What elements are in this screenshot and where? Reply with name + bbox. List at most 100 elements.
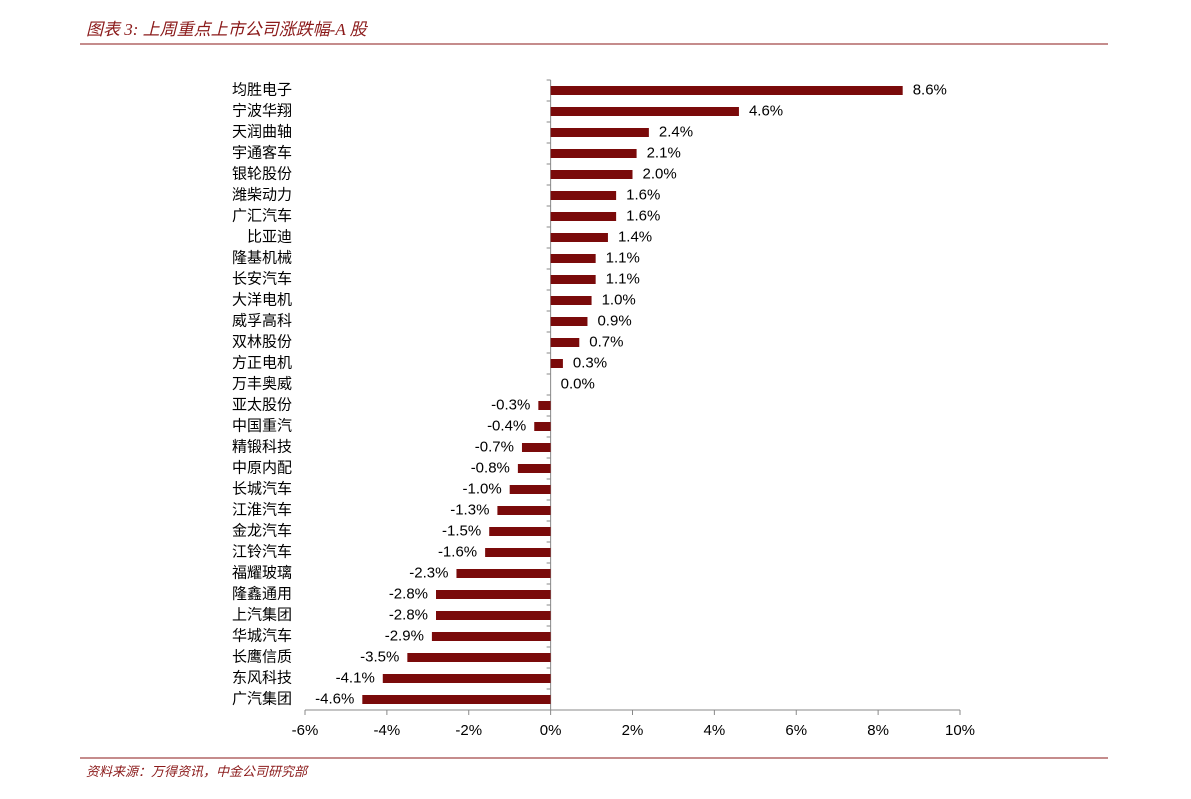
bar [550, 212, 617, 221]
data-label: 1.1% [606, 249, 640, 266]
x-tick-label: 6% [785, 722, 807, 739]
data-label: -0.4% [487, 417, 526, 434]
y-tick-label: 隆基机械 [232, 249, 292, 266]
data-label: 4.6% [749, 102, 783, 119]
data-label: 0.7% [589, 333, 623, 350]
y-tick-label: 广汽集团 [232, 690, 292, 707]
x-tick-label: 4% [704, 722, 726, 739]
data-label: 0.9% [597, 312, 631, 329]
data-label: -4.6% [315, 690, 354, 707]
bar [485, 548, 551, 557]
bar [550, 275, 596, 284]
data-label: -2.8% [389, 606, 428, 623]
bar [550, 86, 903, 95]
bar [550, 128, 649, 137]
y-tick-label: 长城汽车 [232, 480, 292, 497]
data-label: -4.1% [336, 669, 375, 686]
data-label: -1.6% [438, 543, 477, 560]
y-tick-label: 万丰奥威 [232, 375, 292, 392]
data-label: 2.1% [647, 144, 681, 161]
y-tick-label: 广汇汽车 [232, 207, 292, 224]
y-tick-label: 潍柴动力 [232, 186, 292, 203]
y-tick-label: 中国重汽 [232, 417, 292, 434]
y-tick-label: 金龙汽车 [232, 522, 292, 539]
bar [550, 317, 588, 326]
x-tick-label: 8% [867, 722, 889, 739]
data-label: 1.6% [626, 207, 660, 224]
data-label: 1.0% [602, 291, 636, 308]
data-label: -0.8% [471, 459, 510, 476]
bar [550, 233, 608, 242]
bar [517, 464, 551, 473]
data-label: 2.4% [659, 123, 693, 140]
bar [550, 149, 637, 158]
bar [509, 485, 551, 494]
data-label: 0.3% [573, 354, 607, 371]
bar [550, 170, 633, 179]
bar [431, 632, 551, 641]
y-tick-label: 隆鑫通用 [232, 584, 292, 602]
x-tick-label: 0% [540, 722, 562, 739]
data-label: 0.0% [561, 375, 595, 392]
data-label: -0.7% [475, 438, 514, 455]
bar [550, 296, 592, 305]
bar [436, 611, 551, 620]
y-tick-label: 威孚高科 [232, 312, 292, 329]
chart-title: 图表 3: 上周重点上市公司涨跌幅-A 股 [86, 20, 369, 39]
x-tick-label: -2% [455, 722, 482, 739]
y-tick-label: 天润曲轴 [232, 123, 292, 140]
y-tick-label: 均胜电子 [232, 81, 292, 98]
y-tick-label: 宁波华翔 [232, 102, 292, 119]
bar [550, 359, 563, 368]
y-tick-label: 江淮汽车 [232, 501, 292, 518]
data-label: -3.5% [360, 648, 399, 665]
x-tick-label: 10% [945, 722, 975, 739]
y-tick-label: 江铃汽车 [232, 543, 292, 560]
y-tick-label: 大洋电机 [232, 291, 292, 308]
y-tick-label: 比亚迪 [247, 228, 292, 245]
data-label: 1.1% [606, 270, 640, 287]
x-tick-label: 2% [622, 722, 644, 739]
bar [550, 107, 739, 116]
bar [489, 527, 551, 536]
data-label: 2.0% [643, 165, 677, 182]
data-label: -2.9% [385, 627, 424, 644]
data-label: 1.4% [618, 228, 652, 245]
y-tick-label: 双林股份 [232, 333, 292, 350]
x-tick-label: -6% [292, 722, 319, 739]
y-tick-label: 长鹰信质 [232, 648, 292, 665]
y-tick-label: 宇通客车 [232, 144, 292, 161]
y-tick-label: 精锻科技 [232, 438, 292, 455]
x-tick-label: -4% [374, 722, 401, 739]
bar [534, 422, 551, 431]
data-label: -2.3% [409, 564, 448, 581]
bar [407, 653, 551, 662]
y-tick-label: 亚太股份 [232, 396, 292, 413]
bar [550, 191, 617, 200]
y-tick-label: 银轮股份 [232, 165, 292, 182]
bar [497, 506, 551, 515]
y-tick-label: 华城汽车 [232, 627, 292, 644]
data-label: -2.8% [389, 585, 428, 602]
data-label: -1.0% [463, 480, 502, 497]
bar [550, 254, 596, 263]
source-note: 资料来源：万得资讯，中金公司研究部 [86, 764, 309, 779]
bar [521, 443, 551, 452]
y-tick-label: 中原内配 [232, 459, 292, 476]
data-label: 1.6% [626, 186, 660, 203]
bar [550, 338, 580, 347]
y-tick-label: 福耀玻璃 [232, 564, 292, 581]
bar [538, 401, 551, 410]
bar [456, 569, 551, 578]
bar [436, 590, 551, 599]
y-tick-label: 上汽集团 [232, 606, 292, 623]
y-tick-label: 东风科技 [232, 669, 292, 686]
bar [382, 674, 551, 683]
data-label: -1.5% [442, 522, 481, 539]
y-tick-label: 方正电机 [232, 354, 292, 371]
data-label: -1.3% [450, 501, 489, 518]
y-tick-label: 长安汽车 [232, 270, 292, 287]
data-label: 8.6% [913, 81, 947, 98]
data-label: -0.3% [491, 396, 530, 413]
